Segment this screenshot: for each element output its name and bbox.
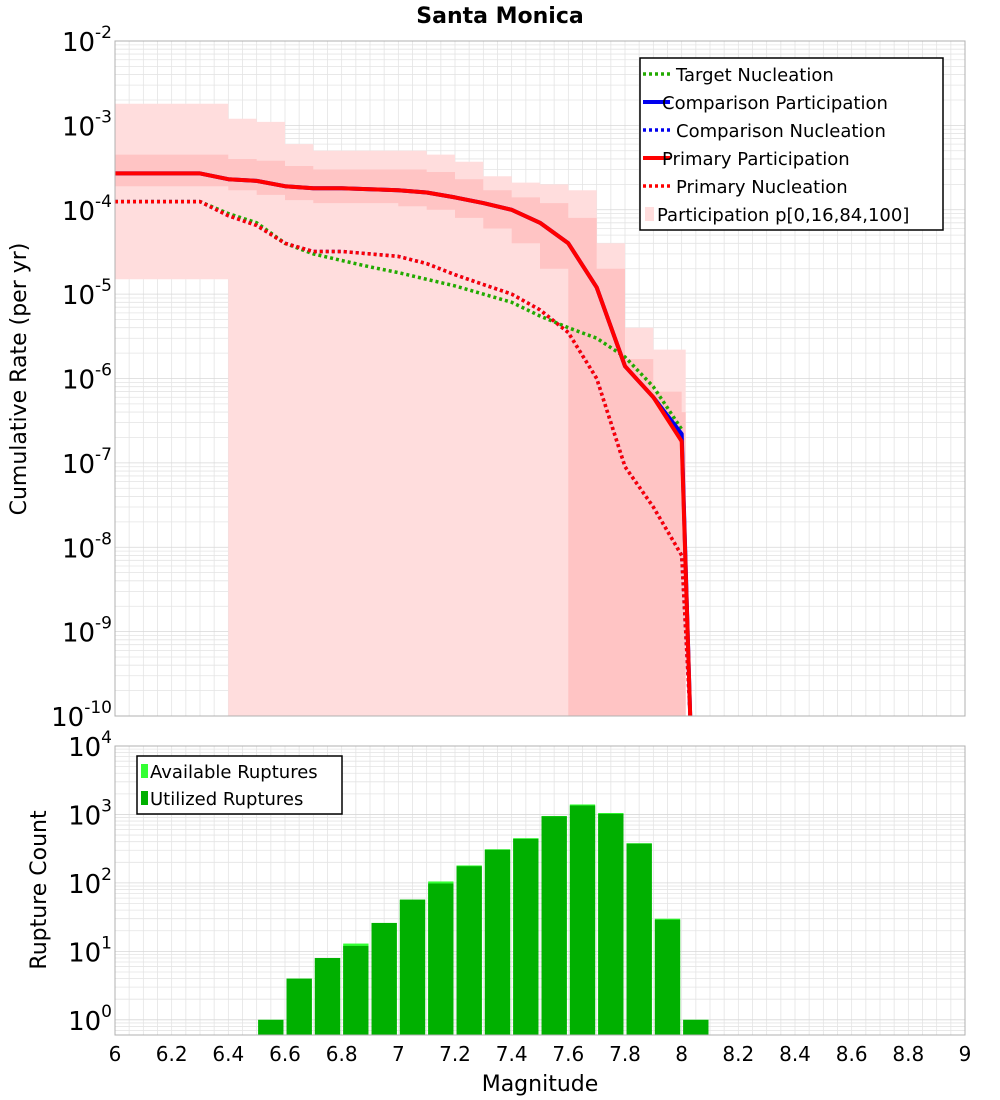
top-y-tick-label: 10-5 — [62, 276, 112, 311]
top-y-tick-label: 10-7 — [62, 445, 112, 480]
x-tick-label: 7.6 — [552, 1042, 584, 1066]
top-y-tick-label: 10-6 — [62, 361, 112, 396]
bottom-y-tick-label: 103 — [68, 796, 112, 831]
x-tick-label: 8.2 — [722, 1042, 754, 1066]
bar-utilized — [654, 919, 681, 1035]
x-tick-label: 7.4 — [496, 1042, 528, 1066]
chart-title: Santa Monica — [416, 4, 583, 29]
bar-utilized — [626, 843, 652, 1035]
top-series-lines — [115, 171, 693, 717]
bar-utilized — [258, 1019, 284, 1035]
bottom-y-tick-label: 100 — [68, 1002, 112, 1037]
bottom-legend-box — [136, 755, 343, 815]
bar-utilized — [456, 866, 482, 1035]
series-line-target-nucleation — [115, 199, 684, 431]
top-y-tick-label: 10-2 — [62, 23, 112, 58]
series-line-primary-nucleation — [115, 199, 692, 717]
bottom-plot-panel: 100 101 102 103 104 6 6.2 6.4 6.6 6.8 7 7.2 7.4 7.6 7… — [27, 728, 971, 1097]
bottom-x-tick-labels: 6 6.2 6.4 6.6 6.8 7 7.2 7.4 7.6 7.8 8 8.2 8.4 8.6 8.8 9 — [109, 1042, 972, 1066]
bar-utilized — [683, 1019, 709, 1035]
x-axis-label: Magnitude — [482, 1072, 599, 1097]
legend-label: Comparison Nucleation — [676, 121, 886, 142]
x-tick-label: 8 — [675, 1042, 688, 1066]
x-tick-label: 6 — [109, 1042, 122, 1066]
legend-label: Participation p[0,16,84,100] — [657, 205, 909, 226]
bottom-y-tick-label: 104 — [68, 728, 112, 763]
legend-label: Available Ruptures — [150, 762, 318, 783]
bar-utilized — [513, 838, 539, 1035]
x-tick-label: 9 — [959, 1042, 972, 1066]
top-y-tick-label: 10-10 — [51, 698, 112, 733]
top-legend-box — [639, 57, 944, 231]
x-tick-label: 8.4 — [779, 1042, 811, 1066]
legend-label: Primary Nucleation — [676, 177, 848, 198]
bottom-y-tick-label: 102 — [68, 865, 112, 900]
bar-utilized — [314, 957, 341, 1035]
bar-utilized — [343, 945, 369, 1035]
legend-swatch-bar — [141, 764, 148, 778]
top-y-tick-label: 10-4 — [62, 192, 112, 227]
x-tick-label: 6.4 — [212, 1042, 244, 1066]
series-line-primary-participation — [115, 171, 693, 717]
top-plot-frame — [114, 40, 966, 717]
bar-utilized — [428, 883, 454, 1035]
bottom-y-tick-label: 101 — [68, 933, 112, 968]
bottom-bars — [258, 804, 709, 1035]
bottom-y-tick-labels: 100 101 102 103 104 — [68, 728, 112, 1037]
band-p16-p84 — [115, 154, 686, 717]
bar-utilized — [598, 813, 624, 1035]
top-y-tick-label: 10-3 — [62, 107, 112, 142]
top-y-axis-label: Cumulative Rate (per yr) — [7, 243, 32, 516]
bar-utilized — [484, 849, 511, 1035]
legend-label: Utilized Ruptures — [150, 789, 303, 810]
top-plot-panel: 10-10 10-9 10-8 10-7 10-6 10-5 10-4 10-3 10-2 Cu… — [7, 23, 966, 733]
bar-utilized — [371, 922, 397, 1035]
top-y-tick-labels: 10-10 10-9 10-8 10-7 10-6 10-5 10-4 10-3 10-2 — [51, 23, 112, 733]
x-tick-label: 6.8 — [326, 1042, 358, 1066]
legend-label: Comparison Participation — [662, 93, 888, 114]
x-tick-label: 8.6 — [836, 1042, 868, 1066]
top-confidence-bands — [115, 103, 686, 717]
top-legend: Target Nucleation Comparison Participatio… — [639, 57, 944, 231]
x-tick-label: 7 — [392, 1042, 405, 1066]
x-tick-label: 6.6 — [269, 1042, 301, 1066]
bar-utilized — [286, 978, 312, 1035]
legend-swatch-bar — [141, 791, 148, 805]
x-tick-label: 7.2 — [439, 1042, 471, 1066]
legend-swatch-band — [645, 207, 654, 221]
x-tick-label: 8.8 — [892, 1042, 924, 1066]
x-tick-label: 6.2 — [156, 1042, 188, 1066]
bottom-y-axis-label: Rupture Count — [27, 810, 52, 970]
top-y-tick-label: 10-9 — [62, 614, 112, 649]
bottom-legend: Available Ruptures Utilized Ruptures — [136, 755, 343, 815]
top-y-tick-label: 10-8 — [62, 529, 112, 564]
x-tick-label: 7.8 — [609, 1042, 641, 1066]
bar-utilized — [541, 816, 567, 1035]
bottom-plot-frame — [114, 745, 966, 1036]
legend-label: Target Nucleation — [675, 65, 834, 86]
bar-utilized — [569, 805, 596, 1035]
legend-label: Primary Participation — [662, 149, 850, 170]
bar-utilized — [399, 899, 426, 1035]
